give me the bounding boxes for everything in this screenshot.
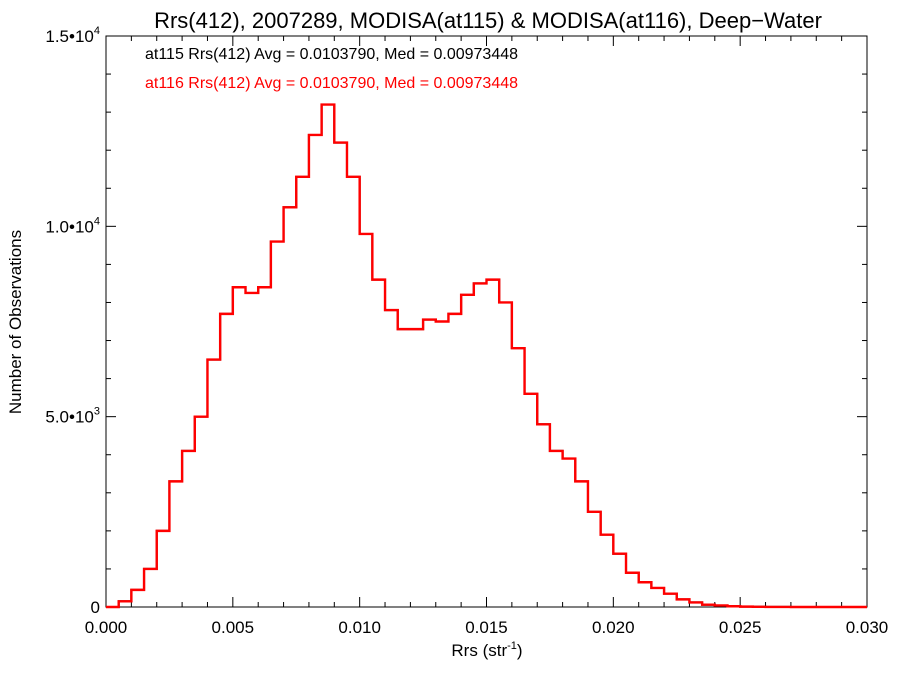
x-tick-label: 0.000: [85, 618, 128, 637]
series-layer: [106, 103, 867, 609]
chart-title: Rrs(412), 2007289, MODISA(at115) & MODIS…: [154, 8, 822, 33]
annotations: at115 Rrs(412) Avg = 0.0103790, Med = 0.…: [145, 46, 518, 92]
y-tick-label: 5.0•103: [45, 406, 100, 427]
x-tick-label: 0.010: [338, 618, 381, 637]
series-line-at116: [106, 103, 867, 609]
y-axis-label: Number of Observations: [6, 230, 25, 414]
y-tick-label: 1.0•104: [45, 215, 100, 236]
y-axis: 0 5.0•103 1.0•104 1.5•104: [45, 25, 867, 617]
x-axis: 0.000 0.005 0.010 0.015 0.020 0.025 0.030: [85, 36, 889, 637]
x-tick-label: 0.020: [592, 618, 635, 637]
x-tick-label: 0.030: [846, 618, 889, 637]
stats-annotation-2: at116 Rrs(412) Avg = 0.0103790, Med = 0.…: [145, 75, 518, 92]
stats-annotation-1: at115 Rrs(412) Avg = 0.0103790, Med = 0.…: [145, 46, 518, 63]
x-tick-label: 0.015: [465, 618, 508, 637]
y-tick-label: 0: [91, 598, 100, 617]
x-tick-label: 0.005: [212, 618, 255, 637]
x-axis-label: Rrs (str-1): [451, 640, 522, 660]
y-tick-label: 1.5•104: [45, 25, 100, 46]
x-tick-label: 0.025: [719, 618, 762, 637]
